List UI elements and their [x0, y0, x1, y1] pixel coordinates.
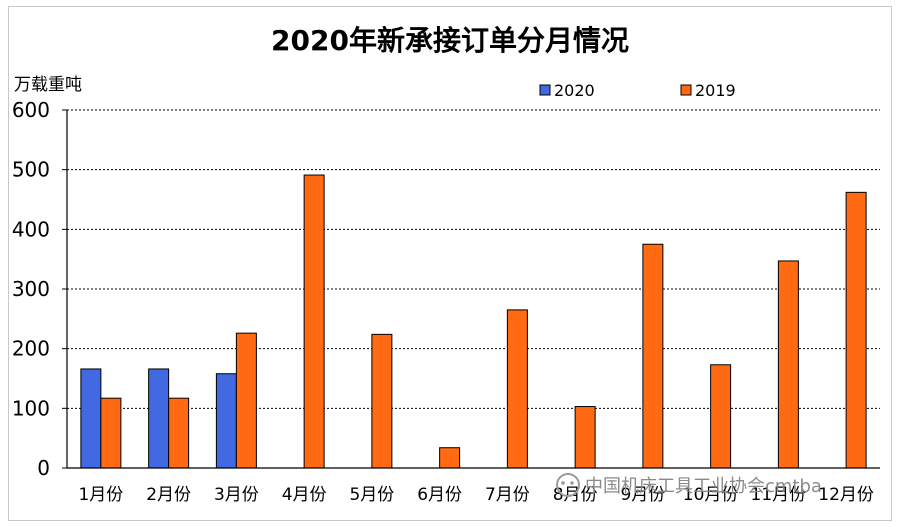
y-tick-label: 500	[12, 158, 50, 182]
watermark-text: 中国机床工具工业协会cmtba	[585, 476, 822, 497]
y-tick-labels: 0 100 200 300 400 500 600	[12, 98, 50, 480]
legend: 2020 2019	[539, 81, 736, 100]
legend-label-2019: 2019	[695, 81, 736, 100]
x-tick-label: 12月份	[818, 485, 874, 505]
x-tick-label: 2月份	[146, 485, 191, 505]
y-tick-label: 0	[37, 456, 50, 480]
watermark: 中国机床工具工业协会cmtba	[556, 473, 822, 497]
bar-2020-3	[215, 373, 237, 469]
wechat-icon-eye-left	[561, 481, 565, 485]
y-tick-label: 300	[12, 277, 50, 301]
x-tick-label: 5月份	[349, 485, 394, 505]
x-tick-label: 6月份	[417, 485, 462, 505]
x-tick-label: 4月份	[282, 485, 327, 505]
y-tick-label: 200	[12, 337, 50, 361]
grid-lines	[62, 109, 880, 469]
bar-2019-10	[710, 364, 732, 469]
bars	[80, 174, 867, 469]
bar-2019-9	[642, 243, 664, 469]
wechat-icon-eye-right	[570, 481, 574, 485]
x-tick-label: 7月份	[485, 485, 530, 505]
bar-2020-1	[80, 368, 102, 469]
bar-2019-7	[506, 309, 528, 469]
legend-swatch-2020	[539, 84, 551, 96]
y-tick-label: 600	[12, 98, 50, 122]
y-tick-label: 100	[12, 396, 50, 420]
bar-2019-12	[845, 191, 867, 469]
bar-2020-2	[148, 368, 170, 469]
x-tick-label: 8月份	[553, 485, 598, 505]
y-axis-label: 万载重吨	[14, 75, 82, 95]
bar-2019-4	[303, 174, 325, 469]
bar-2019-11	[777, 260, 799, 469]
bar-2019-5	[371, 333, 393, 469]
x-tick-label: 1月份	[78, 485, 123, 505]
bar-2019-8	[574, 406, 596, 469]
bar-2019-6	[439, 447, 461, 469]
y-tick-label: 400	[12, 217, 50, 241]
bar-2019-2	[168, 397, 190, 469]
legend-label-2020: 2020	[554, 81, 595, 100]
bar-2019-3	[235, 332, 257, 469]
x-tick-label: 3月份	[214, 485, 259, 505]
x-tick-label: 11月份	[751, 485, 807, 505]
wechat-icon	[556, 473, 580, 497]
chart-title: 2020年新承接订单分月情况	[271, 24, 629, 57]
x-tick-label: 9月份	[620, 485, 665, 505]
legend-swatch-2019	[680, 84, 692, 96]
bar-2019-1	[100, 397, 122, 469]
x-tick-label: 10月份	[683, 485, 739, 505]
chart-frame	[8, 6, 892, 521]
x-tick-labels: 1月份 2月份 3月份 4月份 5月份 6月份 7月份 8月份 9月份 10月份 11月份 12月份	[78, 485, 873, 505]
